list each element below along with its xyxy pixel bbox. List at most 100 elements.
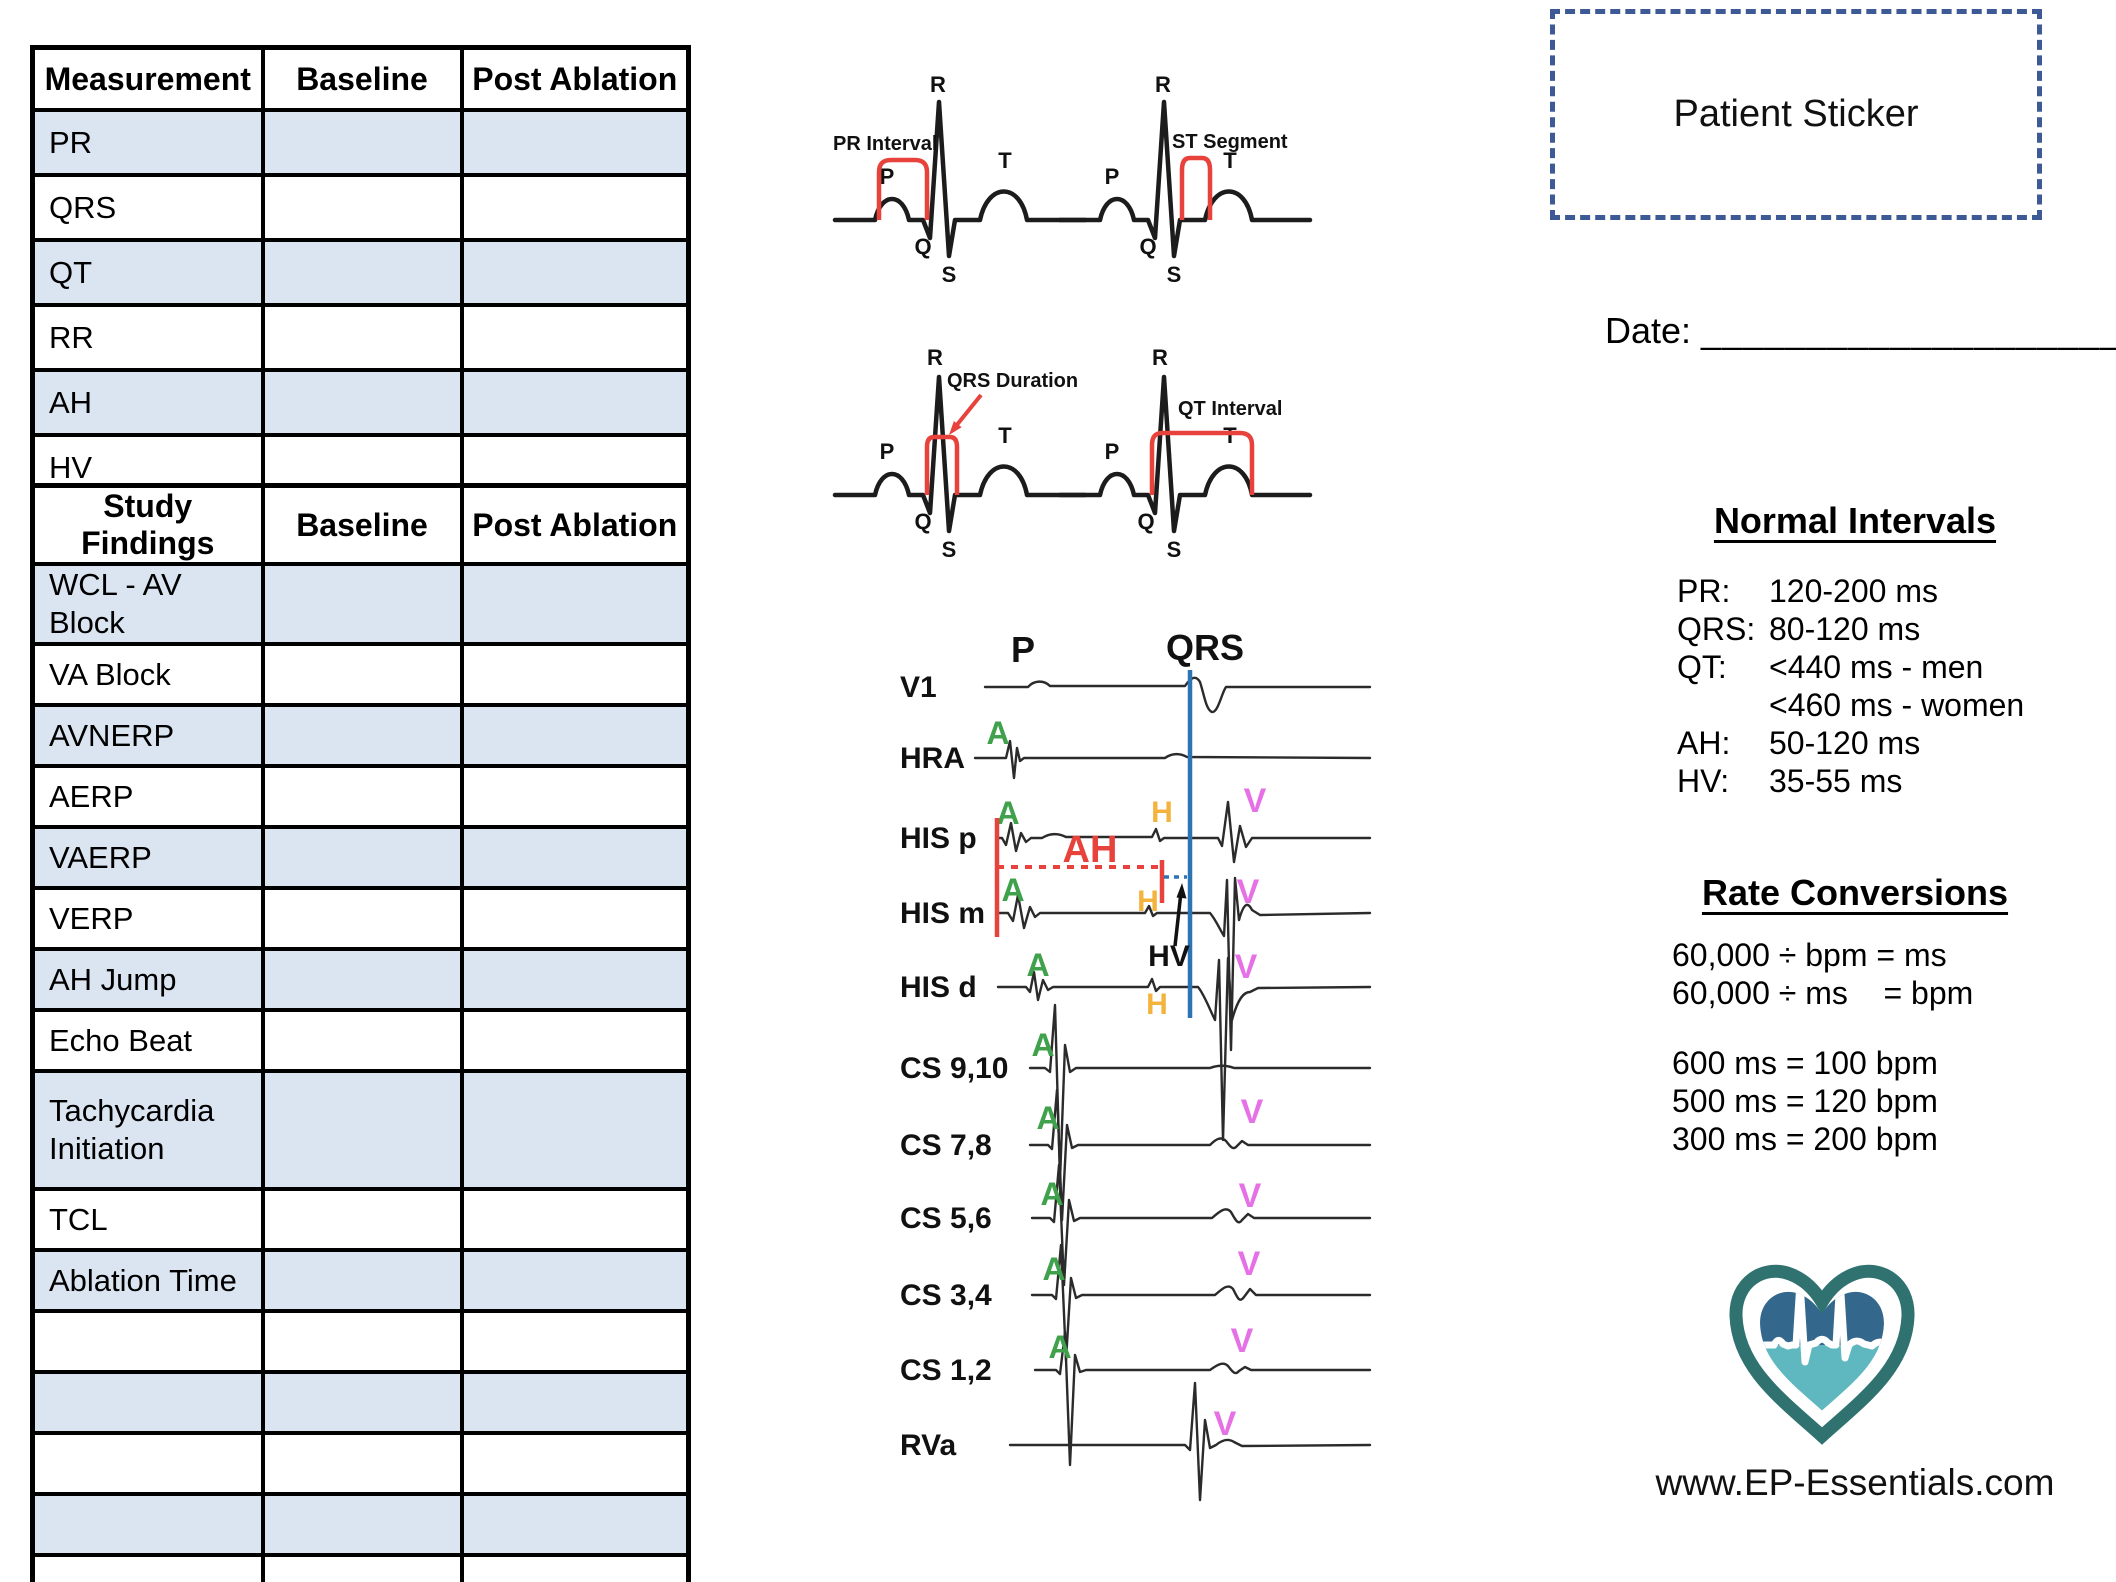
table-row-blank (30, 1309, 691, 1374)
st-segment-label: ST Segment (1172, 131, 1288, 153)
list-item: AH: 50-120 ms (1677, 724, 2060, 762)
post-ablation-cell[interactable] (459, 764, 691, 829)
p-wave-label: P (880, 164, 895, 189)
table-row: AVNERP (30, 703, 691, 768)
row-label-qt: QT (30, 238, 265, 307)
channel-label-cs12: CS 1,2 (900, 1354, 992, 1387)
baseline-cell[interactable] (260, 1069, 464, 1191)
interval-value: 35-55 ms (1769, 763, 1903, 799)
row-label-pr: PR (30, 108, 265, 177)
post-ablation-cell[interactable] (459, 1248, 691, 1313)
r-wave-label: R (927, 345, 943, 370)
hra-trace (973, 739, 1372, 780)
patient-sticker-box[interactable]: Patient Sticker (1550, 9, 2042, 220)
p-wave-label: P (880, 439, 895, 464)
qrs-column-label: QRS (1166, 627, 1244, 668)
post-ablation-cell[interactable] (459, 1187, 691, 1252)
baseline-cell[interactable] (260, 173, 464, 242)
baseline-cell[interactable] (260, 562, 464, 646)
post-ablation-cell[interactable] (459, 562, 691, 646)
post-ablation-cell[interactable] (459, 1492, 691, 1557)
table-row: VAERP (30, 825, 691, 890)
table-row: AH Jump (30, 947, 691, 1012)
baseline-cell[interactable] (260, 303, 464, 372)
s-wave-label: S (942, 537, 957, 562)
row-label-tcl: TCL (30, 1187, 265, 1252)
hv-arrowhead (1176, 883, 1187, 899)
col-header-baseline: Baseline (260, 45, 464, 112)
post-ablation-cell[interactable] (459, 703, 691, 768)
table-row: AH (30, 368, 691, 437)
post-ablation-cell[interactable] (459, 947, 691, 1012)
baseline-cell[interactable] (260, 947, 464, 1012)
p-wave-label: P (1105, 439, 1120, 464)
qt-interval-diagram: P R Q S T QT Interval (1057, 345, 1313, 562)
s-wave-label: S (1167, 537, 1182, 562)
blank-label-cell[interactable] (30, 1553, 265, 1582)
table-row: VERP (30, 886, 691, 951)
baseline-cell[interactable] (260, 1431, 464, 1496)
post-ablation-cell[interactable] (459, 108, 691, 177)
header-row: Measurement Baseline Post Ablation (30, 45, 691, 112)
channel-label-cs56: CS 5,6 (900, 1202, 992, 1235)
normal-intervals-section: Normal Intervals PR: 120-200 ms QRS: 80-12… (1650, 500, 2060, 800)
post-ablation-cell[interactable] (459, 1370, 691, 1435)
website-url: www.EP-Essentials.com (1655, 1462, 2055, 1503)
post-ablation-cell[interactable] (459, 1069, 691, 1191)
baseline-cell[interactable] (260, 1370, 464, 1435)
channel-label-hra: HRA (900, 742, 965, 775)
rate-conversions-list: 60,000 ÷ bpm = ms 60,000 ÷ ms = bpm 600 … (1650, 936, 2060, 1158)
baseline-cell[interactable] (260, 825, 464, 890)
row-label-aerp: AERP (30, 764, 265, 829)
table-row: QT (30, 238, 691, 307)
qt-interval-bracket (1149, 430, 1255, 495)
pr-interval-bracket (876, 157, 930, 220)
baseline-cell[interactable] (260, 108, 464, 177)
blank-label-cell[interactable] (30, 1431, 265, 1496)
baseline-cell[interactable] (260, 764, 464, 829)
table-row: Echo Beat (30, 1008, 691, 1073)
table-row: AERP (30, 764, 691, 829)
post-ablation-cell[interactable] (459, 642, 691, 707)
blank-label-cell[interactable] (30, 1309, 265, 1374)
baseline-cell[interactable] (260, 1187, 464, 1252)
baseline-cell[interactable] (260, 703, 464, 768)
baseline-cell[interactable] (260, 238, 464, 307)
baseline-cell[interactable] (260, 1492, 464, 1557)
a-marker: A (996, 795, 1019, 831)
post-ablation-cell[interactable] (459, 303, 691, 372)
col-header-post-ablation: Post Ablation (459, 483, 691, 566)
date-label: Date: (1605, 310, 1702, 351)
header-row: Study Findings Baseline Post Ablation (30, 483, 691, 566)
qrs-duration-label: QRS Duration (947, 370, 1078, 392)
blank-label-cell[interactable] (30, 1492, 265, 1557)
rate-conversions-section: Rate Conversions 60,000 ÷ bpm = ms 60,00… (1650, 872, 2060, 1158)
baseline-cell[interactable] (260, 368, 464, 437)
heart-outline (1729, 1264, 1915, 1445)
blank-label-cell[interactable] (30, 1370, 265, 1435)
baseline-cell[interactable] (260, 1553, 464, 1582)
row-label-rr: RR (30, 303, 265, 372)
baseline-cell[interactable] (260, 1309, 464, 1374)
a-marker: A (1048, 1329, 1071, 1365)
baseline-cell[interactable] (260, 886, 464, 951)
post-ablation-cell[interactable] (459, 1309, 691, 1374)
post-ablation-cell[interactable] (459, 173, 691, 242)
post-ablation-cell[interactable] (459, 1431, 691, 1496)
post-ablation-cell[interactable] (459, 238, 691, 307)
cs910-trace (1028, 1003, 1372, 1182)
post-ablation-cell[interactable] (459, 1008, 691, 1073)
hv-interval-label: HV (1148, 940, 1190, 973)
channel-label-cs34: CS 3,4 (900, 1279, 992, 1312)
cs12-trace (1033, 1330, 1372, 1467)
post-ablation-cell[interactable] (459, 886, 691, 951)
date-blank-line[interactable]: _____________________ (1701, 310, 2116, 351)
a-marker: A (1031, 1027, 1054, 1063)
a-marker: A (986, 715, 1009, 751)
baseline-cell[interactable] (260, 1248, 464, 1313)
post-ablation-cell[interactable] (459, 1553, 691, 1582)
baseline-cell[interactable] (260, 642, 464, 707)
post-ablation-cell[interactable] (459, 825, 691, 890)
post-ablation-cell[interactable] (459, 368, 691, 437)
baseline-cell[interactable] (260, 1008, 464, 1073)
